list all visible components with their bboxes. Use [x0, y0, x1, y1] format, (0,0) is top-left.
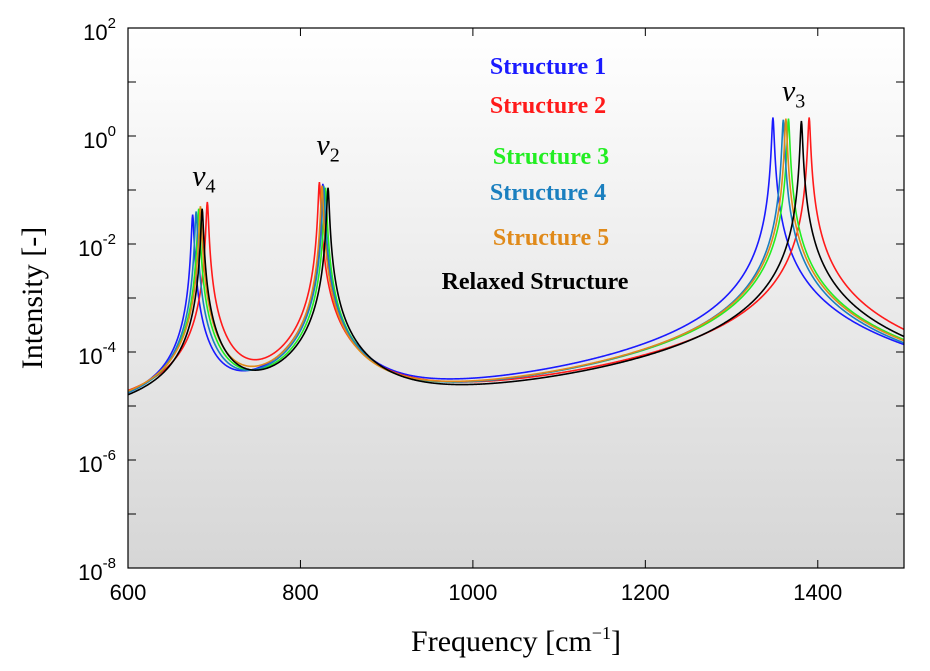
legend-entry-4: Structure 4 — [490, 180, 606, 206]
axis-ticks — [127, 27, 904, 569]
legend-entry-1: Structure 1 — [490, 54, 606, 80]
y-tick-label: 10-8 — [78, 555, 116, 585]
peak-annotations: ν4 ν2 ν3 — [192, 75, 805, 198]
plot-background — [128, 28, 904, 568]
x-tick-label: 800 — [282, 580, 319, 605]
axis-labels: 600 800 1000 1200 1400 102 100 10-2 10-4 10-6 10-8 — [78, 15, 842, 605]
series-line-2 — [128, 117, 904, 392]
y-tick-label: 100 — [83, 123, 116, 153]
x-axis-title-main: Frequency [cm — [411, 625, 592, 658]
x-tick-label: 1000 — [448, 580, 497, 605]
series-curves — [128, 117, 904, 396]
peak-label-1: ν4 — [192, 160, 215, 198]
series-line-6 — [128, 120, 904, 396]
y-tick-label: 10-6 — [78, 447, 116, 477]
legend-entry-5: Structure 5 — [493, 225, 609, 251]
legend-entry-2: Structure 2 — [490, 93, 606, 119]
x-axis-title-close: ] — [611, 625, 621, 658]
x-tick-label: 1400 — [793, 580, 842, 605]
x-tick-label: 600 — [110, 580, 147, 605]
x-tick-label: 1200 — [621, 580, 670, 605]
legend-entry-3: Structure 3 — [493, 144, 609, 170]
legend-entry-6: Relaxed Structure — [442, 269, 629, 295]
x-axis-title-sup: −1 — [592, 623, 611, 643]
y-tick-label: 102 — [83, 15, 116, 45]
y-tick-label: 10-4 — [78, 339, 116, 369]
legend: Structure 1 Structure 2 Structure 3 Structu… — [442, 54, 629, 295]
x-axis-title: Frequency [cm−1] — [411, 623, 621, 658]
series-line-5 — [128, 118, 904, 392]
y-axis-title: Intensity [-] — [16, 227, 49, 369]
peak-label-3: ν3 — [782, 75, 805, 113]
series-line-1 — [128, 117, 904, 393]
peak-label-2: ν2 — [316, 129, 339, 167]
y-tick-label: 10-2 — [78, 231, 116, 261]
